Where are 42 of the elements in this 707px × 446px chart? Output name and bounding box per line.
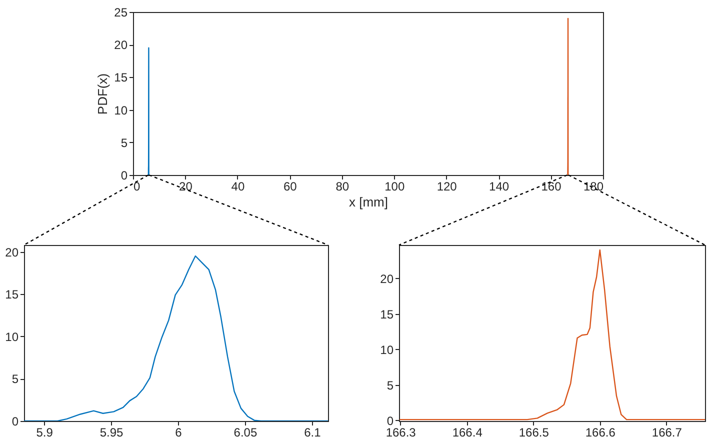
x-tick-label: 180 xyxy=(583,180,604,194)
y-tick-label: 5 xyxy=(120,136,128,150)
line-series xyxy=(148,47,150,175)
y-tick-label: 0 xyxy=(12,414,19,428)
y-tick-label: 15 xyxy=(114,70,128,85)
x-tick-label: 20 xyxy=(179,180,193,194)
x-tick-label: 100 xyxy=(384,180,405,194)
line-series xyxy=(24,255,328,421)
x-tick-label: 166.6 xyxy=(585,426,616,440)
y-tick-label: 10 xyxy=(5,330,19,344)
y-tick-label: 15 xyxy=(380,307,394,322)
x-tick-label: 6 xyxy=(175,426,182,440)
y-tick-label: 20 xyxy=(5,245,19,260)
x-tick-label: 120 xyxy=(436,180,458,194)
y-axis-title: PDF(x) xyxy=(95,73,110,115)
x-axis-title: x [mm] xyxy=(349,194,388,210)
x-tick-label: 166.5 xyxy=(518,426,550,440)
y-tick-label: 10 xyxy=(380,342,394,357)
x-tick-label: 0 xyxy=(134,180,140,194)
y-tick-label: 0 xyxy=(120,168,128,182)
y-tick-label: 15 xyxy=(5,288,19,302)
y-tick-label: 0 xyxy=(386,414,394,428)
x-tick-label: 5.95 xyxy=(100,426,124,440)
x-tick-label: 40 xyxy=(231,180,245,194)
x-tick-label: 166.7 xyxy=(652,426,682,440)
x-tick-label: 160 xyxy=(541,180,562,194)
x-tick-label: 6.05 xyxy=(234,426,258,440)
x-tick-label: 60 xyxy=(283,180,298,194)
y-tick-label: 5 xyxy=(12,372,19,386)
line-series xyxy=(566,18,570,175)
x-tick-label: 80 xyxy=(336,180,350,194)
y-tick-label: 5 xyxy=(386,378,394,392)
y-tick-label: 10 xyxy=(114,103,128,118)
x-tick-label: 140 xyxy=(489,180,510,194)
y-tick-label: 20 xyxy=(380,272,394,286)
x-tick-label: 6.1 xyxy=(304,426,322,440)
y-tick-label: 20 xyxy=(114,38,128,52)
x-tick-label: 166.4 xyxy=(452,426,483,440)
line-series xyxy=(399,249,705,420)
x-tick-label: 166.3 xyxy=(386,426,416,440)
x-tick-label: 5.9 xyxy=(36,426,54,440)
y-tick-label: 25 xyxy=(114,6,128,20)
